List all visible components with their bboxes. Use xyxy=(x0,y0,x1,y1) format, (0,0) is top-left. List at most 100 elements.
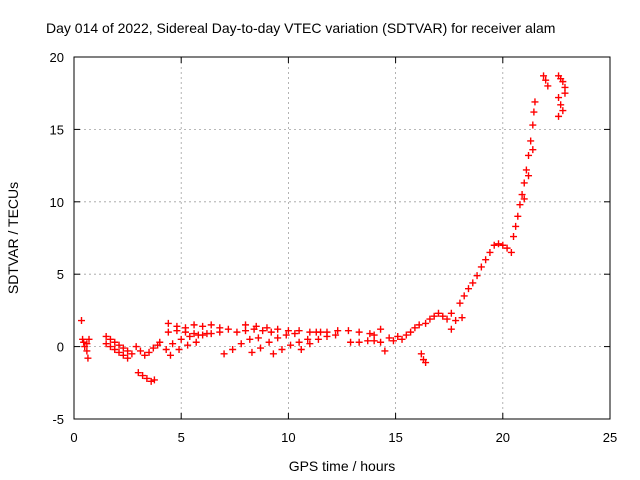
data-point xyxy=(398,335,406,343)
data-point xyxy=(184,341,192,349)
data-point xyxy=(111,345,119,353)
data-point xyxy=(199,322,207,330)
data-point xyxy=(540,72,548,80)
data-point xyxy=(407,328,415,336)
data-point xyxy=(394,332,402,340)
x-tick-label: 10 xyxy=(281,430,295,445)
data-point xyxy=(411,324,419,332)
data-point xyxy=(166,351,174,359)
data-point xyxy=(495,240,503,248)
data-point xyxy=(460,292,468,300)
grid-lines xyxy=(74,57,610,419)
data-point xyxy=(194,331,202,339)
data-point xyxy=(80,338,88,346)
series-late-22 xyxy=(540,72,552,90)
data-point xyxy=(150,376,158,384)
data-point xyxy=(143,374,151,382)
data-point xyxy=(269,350,277,358)
data-point xyxy=(555,94,563,102)
data-point xyxy=(520,195,528,203)
series-cluster-15 xyxy=(377,321,430,367)
data-point xyxy=(473,272,481,280)
data-point xyxy=(312,328,320,336)
data-point xyxy=(544,82,552,90)
data-point xyxy=(84,354,92,362)
axis-ticks: 0 5 10 15 20 25 -5 0 5 10 15 20 xyxy=(50,50,618,445)
data-point xyxy=(542,76,550,84)
data-point xyxy=(111,338,119,346)
data-point xyxy=(119,351,127,359)
y-tick-label: 5 xyxy=(57,267,64,282)
data-point xyxy=(458,314,466,322)
data-point xyxy=(124,347,132,355)
data-point xyxy=(295,338,303,346)
data-point xyxy=(507,248,515,256)
series-arc-o xyxy=(312,327,378,339)
data-point xyxy=(377,338,385,346)
data-point xyxy=(422,359,430,367)
y-tick-label: -5 xyxy=(52,412,64,427)
data-point xyxy=(486,248,494,256)
data-point xyxy=(257,344,265,352)
series-arc-e xyxy=(164,319,232,333)
y-tick-label: 10 xyxy=(50,195,64,210)
data-point xyxy=(297,345,305,353)
series-rise-18 xyxy=(456,240,515,307)
data-point xyxy=(224,325,232,333)
y-tick-label: 15 xyxy=(50,122,64,137)
data-point xyxy=(525,172,533,180)
data-point xyxy=(250,325,258,333)
data-point xyxy=(220,350,228,358)
data-points xyxy=(78,72,569,385)
data-point xyxy=(181,328,189,336)
data-point xyxy=(274,325,282,333)
chart-title: Day 014 of 2022, Sidereal Day-to-day VTE… xyxy=(46,20,555,36)
x-tick-label: 5 xyxy=(178,430,185,445)
data-point xyxy=(561,89,569,97)
data-point xyxy=(173,327,181,335)
data-point xyxy=(246,335,254,343)
data-point xyxy=(175,345,183,353)
data-point xyxy=(207,321,215,329)
x-tick-label: 0 xyxy=(70,430,77,445)
data-point xyxy=(263,324,271,332)
data-point xyxy=(529,146,537,154)
data-point xyxy=(512,222,520,230)
series-arc-l xyxy=(248,330,299,356)
data-point xyxy=(559,107,567,115)
data-point xyxy=(364,337,372,345)
data-point xyxy=(434,309,442,317)
series-arc-b xyxy=(102,340,132,362)
data-point xyxy=(514,212,522,220)
data-point xyxy=(529,121,537,129)
data-point xyxy=(355,328,363,336)
data-point xyxy=(295,327,303,335)
data-point xyxy=(284,327,292,335)
data-point xyxy=(102,332,110,340)
plot-frame xyxy=(73,56,611,420)
data-point xyxy=(164,319,172,327)
data-point xyxy=(389,337,397,345)
data-point xyxy=(439,312,447,320)
data-point xyxy=(452,317,460,325)
data-point xyxy=(490,241,498,249)
data-point xyxy=(106,343,114,351)
data-point xyxy=(141,351,149,359)
data-point xyxy=(254,334,262,342)
data-point xyxy=(216,328,224,336)
data-point xyxy=(323,328,331,336)
series-late-23 xyxy=(555,72,569,120)
data-point xyxy=(516,201,524,209)
data-point xyxy=(347,338,355,346)
series-arc-n xyxy=(297,331,340,353)
data-point xyxy=(469,279,477,287)
data-point xyxy=(192,338,200,346)
data-point xyxy=(443,315,451,323)
data-point xyxy=(83,347,91,355)
y-tick-label: 0 xyxy=(57,340,64,355)
data-point xyxy=(169,340,177,348)
data-point xyxy=(115,341,123,349)
series-arc-d xyxy=(134,369,158,385)
series-arc-k xyxy=(233,325,275,336)
